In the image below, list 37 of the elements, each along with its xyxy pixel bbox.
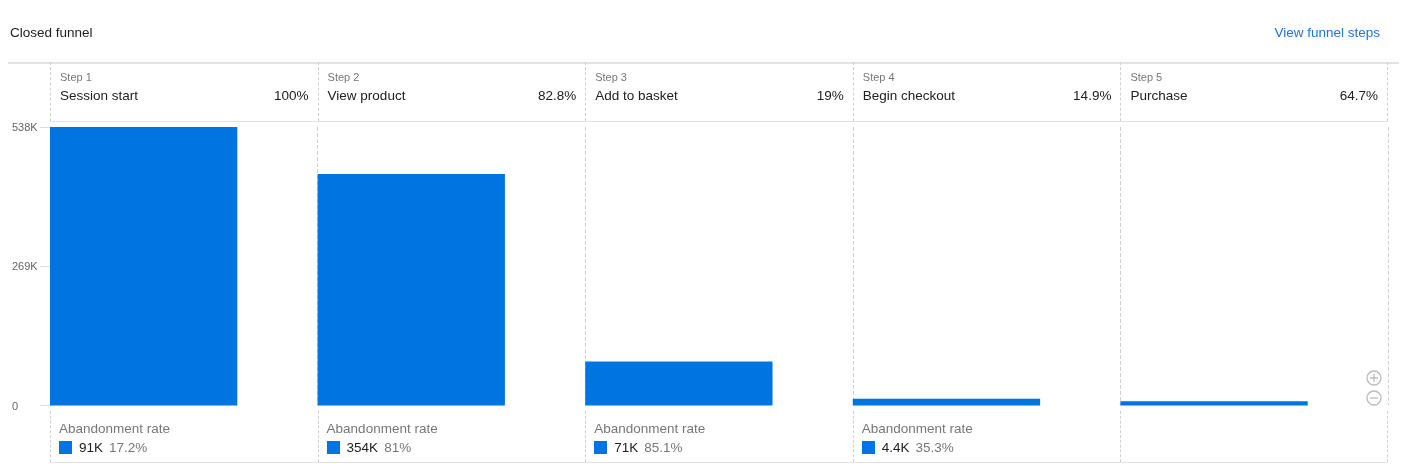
x-tick-label: Purchase: [1130, 88, 1188, 103]
text: 85.1%: [644, 440, 683, 455]
text: Abandonment rate: [59, 421, 171, 436]
x-tick-label: Begin checkout: [862, 88, 956, 103]
bar: [1120, 401, 1308, 406]
text: 71K: [614, 440, 639, 455]
text: View funnel steps: [1274, 25, 1380, 40]
text: Abandonment rate: [594, 421, 706, 436]
text: 100%: [274, 88, 309, 103]
text: 4.4K: [881, 440, 910, 455]
text: Step 2: [327, 71, 360, 83]
bar: [50, 127, 238, 406]
y-tick-label: 538K: [12, 121, 39, 133]
chart-title: Closed funnel: [10, 25, 93, 40]
text: 82.8%: [537, 88, 577, 103]
text: 17.2%: [109, 440, 148, 455]
text: 354K: [346, 440, 379, 455]
bar: [585, 361, 773, 406]
bar: [852, 398, 1041, 406]
text: Step 4: [862, 71, 895, 83]
text: 14.9%: [1073, 88, 1112, 103]
text: 64.7%: [1339, 88, 1378, 103]
bar: [317, 174, 505, 406]
text: Step 5: [1130, 71, 1163, 83]
text: 35.3%: [915, 440, 954, 455]
text: 81%: [384, 440, 412, 455]
y-tick-label: 269K: [12, 260, 39, 273]
text: 91K: [79, 440, 104, 455]
text: Abandonment rate: [326, 421, 438, 436]
text: Step 3: [595, 71, 627, 83]
y-tick-label: 0: [12, 399, 19, 412]
text: Step 1: [60, 71, 92, 83]
text: Abandonment rate: [861, 421, 973, 436]
x-tick-label: Session start: [60, 88, 139, 103]
x-tick-label: Add to basket: [595, 88, 678, 103]
x-tick-label: View product: [327, 88, 406, 103]
text: 19%: [816, 88, 844, 103]
